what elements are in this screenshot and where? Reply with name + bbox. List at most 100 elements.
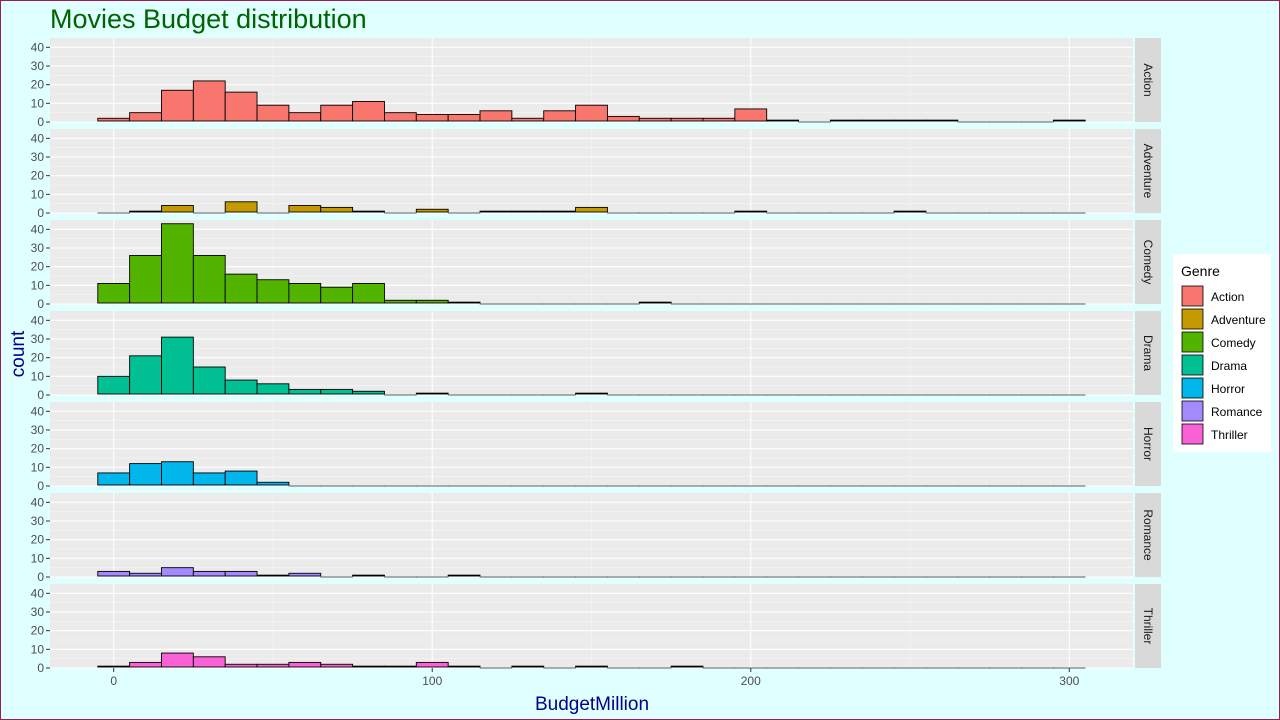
bar-action-17 xyxy=(638,117,672,122)
y-tick-label: 10 xyxy=(31,278,45,292)
bar-horror-3 xyxy=(192,472,226,486)
y-tick-label: 10 xyxy=(31,551,45,565)
bar-drama-5 xyxy=(256,383,290,395)
y-tick-label: 30 xyxy=(31,59,45,73)
legend-item-adventure: Adventure xyxy=(1181,308,1266,330)
bar-adventure-13 xyxy=(511,210,545,213)
bar-adventure-15 xyxy=(575,206,608,213)
bar-thriller-11 xyxy=(447,665,481,668)
legend-swatch xyxy=(1181,423,1204,445)
facet-panel-action: 0 10 20 30 40 Action xyxy=(31,38,1161,129)
y-tick-label: 30 xyxy=(31,241,45,255)
facet-strip-label: Horror xyxy=(1141,427,1155,461)
facet-panels: 0 10 20 30 40 Action 0 10 20 30 40 Adventure 0 10 20 30… xyxy=(31,38,1161,675)
bar-horror-5 xyxy=(256,481,290,486)
y-tick-label: 10 xyxy=(31,96,45,110)
facet-strip-label: Romance xyxy=(1141,509,1155,561)
bar-thriller-0 xyxy=(97,665,131,668)
facet-strip xyxy=(1135,493,1161,577)
legend: Genre Action Adventure Comedy Drama Horror Ro… xyxy=(1173,254,1271,452)
y-tick-label: 0 xyxy=(37,661,44,675)
legend-item-thriller: Thriller xyxy=(1181,423,1248,445)
bar-thriller-1 xyxy=(129,661,162,668)
y-tick-label: 30 xyxy=(31,605,45,619)
bar-thriller-3 xyxy=(192,656,226,668)
bar-adventure-4 xyxy=(224,201,258,213)
bar-comedy-9 xyxy=(384,299,417,304)
x-tick-label: 100 xyxy=(422,674,442,688)
chart-title: Movies Budget distribution xyxy=(50,4,367,34)
legend-label: Drama xyxy=(1211,359,1247,373)
y-tick-label: 40 xyxy=(31,313,45,327)
y-tick-label: 20 xyxy=(31,260,45,274)
legend-label: Romance xyxy=(1211,405,1263,419)
legend-swatch xyxy=(1181,308,1204,330)
x-axis-ticks: 0 100 200 300 xyxy=(110,668,1080,688)
bar-action-8 xyxy=(352,101,385,122)
bar-thriller-7 xyxy=(320,663,354,668)
x-tick-label: 300 xyxy=(1059,674,1079,688)
bar-adventure-7 xyxy=(320,206,354,213)
bar-comedy-5 xyxy=(256,279,290,304)
bar-action-16 xyxy=(606,115,640,122)
y-tick-label: 0 xyxy=(37,479,44,493)
bar-action-9 xyxy=(384,112,417,122)
bar-thriller-13 xyxy=(511,665,545,668)
y-tick-label: 20 xyxy=(31,169,45,183)
bar-thriller-18 xyxy=(670,665,704,668)
bar-comedy-7 xyxy=(320,286,354,304)
bar-action-21 xyxy=(766,119,799,122)
bar-romance-1 xyxy=(129,572,162,577)
facet-strip xyxy=(1135,584,1161,668)
bar-thriller-6 xyxy=(288,661,322,668)
legend-item-romance: Romance xyxy=(1181,400,1263,422)
bar-action-15 xyxy=(575,104,608,122)
bar-comedy-1 xyxy=(129,255,162,304)
legend-swatch xyxy=(1181,285,1204,307)
bar-thriller-9 xyxy=(384,665,417,668)
bar-drama-1 xyxy=(129,355,162,395)
facet-panel-thriller: 0 10 20 30 40 Thriller xyxy=(31,584,1161,675)
y-tick-label: 20 xyxy=(31,78,45,92)
bar-comedy-0 xyxy=(97,283,131,304)
legend-label: Comedy xyxy=(1211,336,1256,350)
bar-drama-15 xyxy=(575,392,608,395)
legend-swatch xyxy=(1181,354,1204,376)
bar-thriller-8 xyxy=(352,665,385,668)
bar-horror-2 xyxy=(161,461,194,486)
y-tick-label: 20 xyxy=(31,442,45,456)
legend-label: Adventure xyxy=(1211,313,1266,327)
bar-comedy-8 xyxy=(352,283,385,304)
bar-action-10 xyxy=(415,114,449,122)
facet-strip xyxy=(1135,129,1161,213)
x-tick-label: 200 xyxy=(741,674,761,688)
bar-action-23 xyxy=(829,119,863,122)
bar-adventure-2 xyxy=(161,205,194,213)
bar-action-3 xyxy=(192,80,226,122)
facet-strip-label: Adventure xyxy=(1141,144,1155,199)
bar-comedy-10 xyxy=(415,299,449,304)
y-tick-label: 30 xyxy=(31,150,45,164)
bar-drama-0 xyxy=(97,375,131,395)
y-tick-label: 10 xyxy=(31,460,45,474)
bar-action-0 xyxy=(97,117,131,122)
bar-thriller-10 xyxy=(415,661,449,668)
legend-title: Genre xyxy=(1181,263,1220,279)
y-tick-label: 40 xyxy=(31,404,45,418)
bar-comedy-17 xyxy=(638,301,672,304)
y-tick-label: 40 xyxy=(31,131,45,145)
bar-action-13 xyxy=(511,117,545,122)
bar-action-12 xyxy=(479,110,513,122)
x-tick-label: 0 xyxy=(110,674,117,688)
y-tick-label: 40 xyxy=(31,586,45,600)
y-tick-label: 40 xyxy=(31,40,45,54)
legend-swatch xyxy=(1181,377,1204,399)
bar-romance-3 xyxy=(192,570,226,577)
facet-strip xyxy=(1135,402,1161,486)
facet-strip xyxy=(1135,311,1161,395)
bar-drama-2 xyxy=(161,336,194,395)
bar-action-11 xyxy=(447,114,481,122)
y-tick-label: 30 xyxy=(31,423,45,437)
legend-background xyxy=(1173,254,1271,452)
bar-romance-5 xyxy=(256,574,290,577)
